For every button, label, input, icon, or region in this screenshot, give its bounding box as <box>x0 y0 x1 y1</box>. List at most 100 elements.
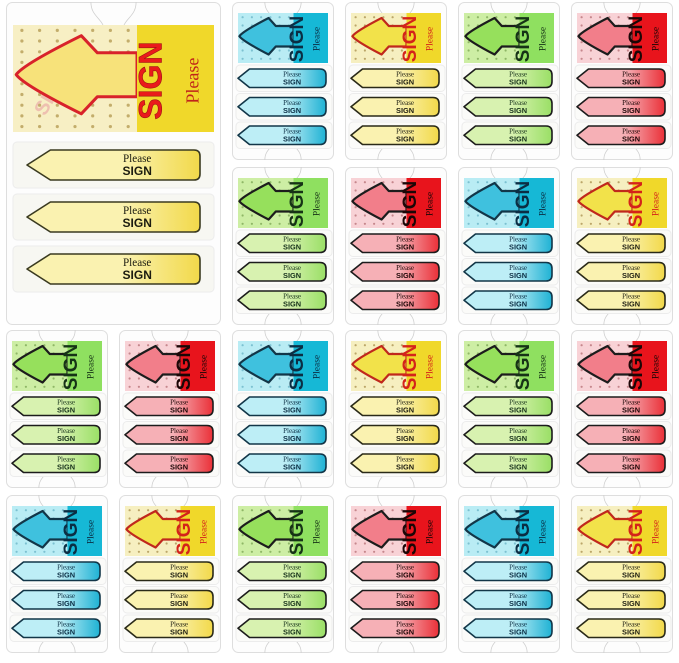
svg-text:SIGN: SIGN <box>396 134 414 143</box>
svg-text:SIGN: SIGN <box>626 181 647 227</box>
svg-text:SIGN: SIGN <box>626 16 647 62</box>
svg-text:Please: Please <box>539 192 549 216</box>
svg-text:SIGN: SIGN <box>283 77 301 86</box>
svg-text:SIGN: SIGN <box>509 106 527 115</box>
svg-text:Please: Please <box>87 520 97 544</box>
svg-text:SIGN: SIGN <box>626 344 647 390</box>
svg-text:SIGN: SIGN <box>287 16 308 62</box>
svg-text:Please: Please <box>313 27 323 51</box>
svg-text:SIGN: SIGN <box>287 509 308 555</box>
svg-text:Please: Please <box>313 355 323 379</box>
svg-text:SIGN: SIGN <box>513 344 534 390</box>
svg-text:SIGN: SIGN <box>283 462 301 471</box>
svg-text:Please: Please <box>652 520 662 544</box>
svg-text:SIGN: SIGN <box>509 570 527 579</box>
svg-text:SIGN: SIGN <box>622 599 640 608</box>
svg-text:SIGN: SIGN <box>509 134 527 143</box>
svg-text:SIGN: SIGN <box>283 434 301 443</box>
svg-text:Please: Please <box>652 192 662 216</box>
svg-text:SIGN: SIGN <box>396 627 414 636</box>
svg-text:SIGN: SIGN <box>396 570 414 579</box>
svg-text:SIGN: SIGN <box>123 164 152 178</box>
svg-text:Please: Please <box>426 520 436 544</box>
svg-text:SIGN: SIGN <box>283 599 301 608</box>
svg-text:Please: Please <box>426 192 436 216</box>
svg-text:SIGN: SIGN <box>400 509 421 555</box>
svg-text:Please: Please <box>183 58 203 104</box>
svg-text:SIGN: SIGN <box>57 434 75 443</box>
svg-text:SIGN: SIGN <box>622 242 640 251</box>
svg-text:SIGN: SIGN <box>396 434 414 443</box>
svg-text:SIGN: SIGN <box>509 405 527 414</box>
svg-text:SIGN: SIGN <box>170 405 188 414</box>
svg-text:SIGN: SIGN <box>400 16 421 62</box>
svg-text:SIGN: SIGN <box>622 405 640 414</box>
svg-text:SIGN: SIGN <box>283 405 301 414</box>
svg-text:SIGN: SIGN <box>396 299 414 308</box>
svg-text:SIGN: SIGN <box>57 599 75 608</box>
svg-text:SIGN: SIGN <box>283 134 301 143</box>
svg-text:SIGN: SIGN <box>622 627 640 636</box>
svg-text:Please: Please <box>539 520 549 544</box>
svg-text:SIGN: SIGN <box>509 434 527 443</box>
svg-text:SIGN: SIGN <box>123 216 152 230</box>
svg-text:SIGN: SIGN <box>622 134 640 143</box>
svg-text:SIGN: SIGN <box>400 344 421 390</box>
svg-text:Please: Please <box>87 355 97 379</box>
svg-text:SIGN: SIGN <box>622 434 640 443</box>
svg-text:SIGN: SIGN <box>170 599 188 608</box>
svg-text:SIGN: SIGN <box>509 299 527 308</box>
svg-text:SIGN: SIGN <box>287 344 308 390</box>
svg-text:SIGN: SIGN <box>396 106 414 115</box>
svg-text:Please: Please <box>200 520 210 544</box>
svg-text:SIGN: SIGN <box>513 509 534 555</box>
svg-text:Please: Please <box>652 27 662 51</box>
svg-text:SIGN: SIGN <box>622 77 640 86</box>
svg-text:SIGN: SIGN <box>509 599 527 608</box>
svg-text:SIGN: SIGN <box>509 77 527 86</box>
svg-text:Please: Please <box>539 355 549 379</box>
svg-text:SIGN: SIGN <box>400 181 421 227</box>
svg-text:SIGN: SIGN <box>287 181 308 227</box>
svg-text:SIGN: SIGN <box>283 106 301 115</box>
svg-text:SIGN: SIGN <box>622 299 640 308</box>
svg-text:SIGN: SIGN <box>622 462 640 471</box>
svg-text:SIGN: SIGN <box>57 405 75 414</box>
svg-text:SIGN: SIGN <box>626 509 647 555</box>
svg-text:SIGN: SIGN <box>509 627 527 636</box>
svg-text:SIGN: SIGN <box>396 271 414 280</box>
svg-text:Please: Please <box>652 355 662 379</box>
svg-text:SIGN: SIGN <box>283 299 301 308</box>
svg-text:SIGN: SIGN <box>622 271 640 280</box>
svg-text:SIGN: SIGN <box>283 570 301 579</box>
svg-text:SIGN: SIGN <box>396 242 414 251</box>
svg-text:SIGN: SIGN <box>57 462 75 471</box>
svg-text:Please: Please <box>426 27 436 51</box>
svg-text:SIGN: SIGN <box>174 344 195 390</box>
svg-text:SIGN: SIGN <box>133 41 169 119</box>
svg-text:Please: Please <box>200 355 210 379</box>
svg-text:SIGN: SIGN <box>174 509 195 555</box>
svg-text:SIGN: SIGN <box>513 181 534 227</box>
svg-text:SIGN: SIGN <box>57 570 75 579</box>
svg-text:SIGN: SIGN <box>61 509 82 555</box>
svg-text:Please: Please <box>313 192 323 216</box>
svg-text:SIGN: SIGN <box>396 462 414 471</box>
svg-text:SIGN: SIGN <box>622 570 640 579</box>
svg-text:SIGN: SIGN <box>123 268 152 282</box>
svg-text:SIGN: SIGN <box>57 627 75 636</box>
svg-text:SIGN: SIGN <box>170 434 188 443</box>
svg-text:Please: Please <box>426 355 436 379</box>
svg-text:SIGN: SIGN <box>509 462 527 471</box>
svg-text:SIGN: SIGN <box>513 16 534 62</box>
svg-text:SIGN: SIGN <box>170 570 188 579</box>
svg-text:SIGN: SIGN <box>283 627 301 636</box>
svg-text:SIGN: SIGN <box>396 77 414 86</box>
svg-text:Please: Please <box>313 520 323 544</box>
svg-text:SIGN: SIGN <box>509 271 527 280</box>
svg-text:SIGN: SIGN <box>396 599 414 608</box>
svg-text:SIGN: SIGN <box>622 106 640 115</box>
svg-text:SIGN: SIGN <box>283 242 301 251</box>
svg-text:SIGN: SIGN <box>509 242 527 251</box>
svg-text:SIGN: SIGN <box>396 405 414 414</box>
